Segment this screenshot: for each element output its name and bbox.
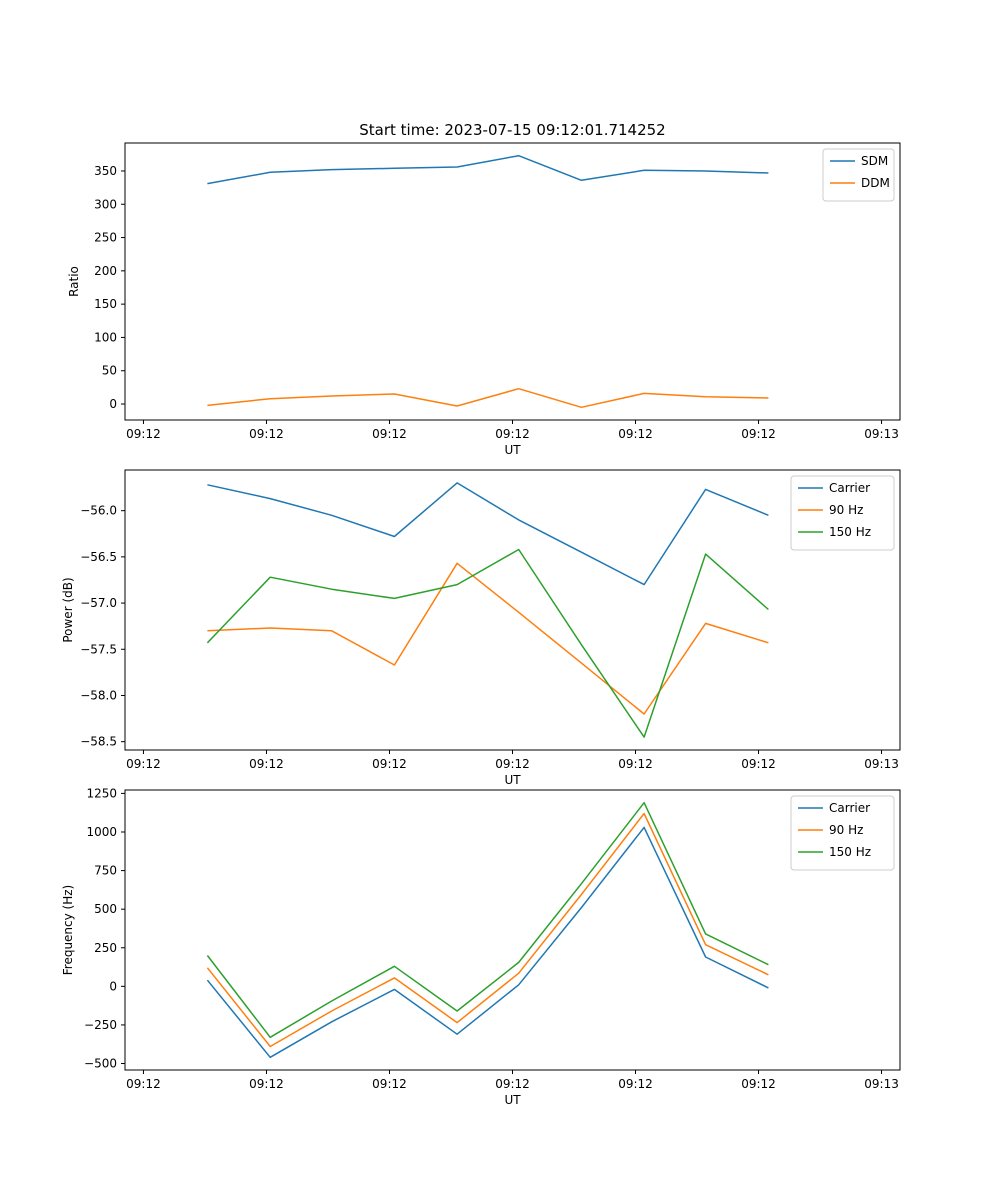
chart-title: Start time: 2023-07-15 09:12:01.714252 [359,121,666,139]
y-tick-label: 150 [94,297,117,311]
y-tick-label: 350 [94,164,117,178]
x-tick-label: 09:12 [495,1077,530,1091]
x-axis-label: UT [504,443,521,457]
y-axis-label: Frequency (Hz) [61,885,75,976]
y-tick-label: 0 [109,397,117,411]
y-tick-label: 250 [94,941,117,955]
legend-label: 90 Hz [829,503,863,517]
x-tick-label: 09:12 [741,757,776,771]
x-tick-label: 09:12 [618,427,653,441]
axes-frame [124,142,901,421]
x-tick-label: 09:12 [249,1077,284,1091]
y-axis-label: Power (dB) [61,577,75,642]
y-tick-label: 200 [94,264,117,278]
x-tick-label: 09:12 [618,1077,653,1091]
x-tick-label: 09:12 [126,1077,161,1091]
legend-label: 150 Hz [829,525,871,539]
y-tick-label: −58.5 [80,735,117,749]
y-tick-label: 50 [102,364,117,378]
x-tick-label: 09:12 [741,427,776,441]
y-tick-label: 100 [94,330,117,344]
frequency-chart: 09:12 09:12 09:12 09:12 09:12 09:12 09:13 −500 −… [61,786,901,1107]
series-line-sdm [207,154,769,185]
y-tick-label: −56.0 [80,504,117,518]
power-chart: 09:12 09:12 09:12 09:12 09:12 09:12 09:13 −58.5… [61,469,901,787]
axes-frame [124,789,901,1071]
y-axis-label: Ratio [67,266,81,297]
legend-label: Carrier [829,801,870,815]
legend-box [822,148,895,202]
x-tick-label: 09:12 [372,427,407,441]
series-line-150-hz [206,801,769,1039]
y-tick-label: −500 [84,1057,117,1071]
legend-label: Carrier [829,481,870,495]
x-tick-label: 09:12 [249,427,284,441]
x-axis-label: UT [504,773,521,787]
y-tick-label: 300 [94,197,117,211]
legend-label: DDM [861,176,890,190]
y-tick-label: 0 [109,979,117,993]
x-tick-label: 09:13 [864,757,899,771]
x-tick-label: 09:13 [864,427,899,441]
legend-label: SDM [861,154,888,168]
x-axis-label: UT [504,1093,521,1107]
series-line-90-hz [206,812,769,1048]
y-tick-label: 250 [94,231,117,245]
axes-frame [124,469,901,751]
y-tick-label: −58.0 [80,688,117,702]
x-tick-label: 09:12 [495,427,530,441]
x-tick-label: 09:12 [249,757,284,771]
ratio-chart: 09:12 09:12 09:12 09:12 09:12 09:12 09:13 0 50 10… [67,142,901,457]
x-tick-label: 09:12 [126,427,161,441]
x-tick-label: 09:12 [495,757,530,771]
y-tick-label: −56.5 [80,550,117,564]
y-tick-label: 500 [94,902,117,916]
y-tick-label: 750 [94,864,117,878]
y-tick-label: 1250 [86,786,117,800]
series-line-150-hz [206,548,769,738]
series-line-90-hz [207,562,769,715]
x-tick-label: 09:12 [126,757,161,771]
x-tick-label: 09:12 [618,757,653,771]
y-tick-label: −57.5 [80,642,117,656]
series-line-carrier [207,482,769,586]
legend-label: 150 Hz [829,845,871,859]
series-line-ddm [207,387,769,409]
y-tick-label: −57.0 [80,596,117,610]
y-tick-label: 1000 [86,825,117,839]
x-tick-label: 09:12 [372,757,407,771]
series-line-carrier [206,826,769,1059]
x-tick-label: 09:12 [741,1077,776,1091]
x-tick-label: 09:12 [372,1077,407,1091]
y-tick-label: −250 [84,1018,117,1032]
legend-label: 90 Hz [829,823,863,837]
x-tick-label: 09:13 [864,1077,899,1091]
